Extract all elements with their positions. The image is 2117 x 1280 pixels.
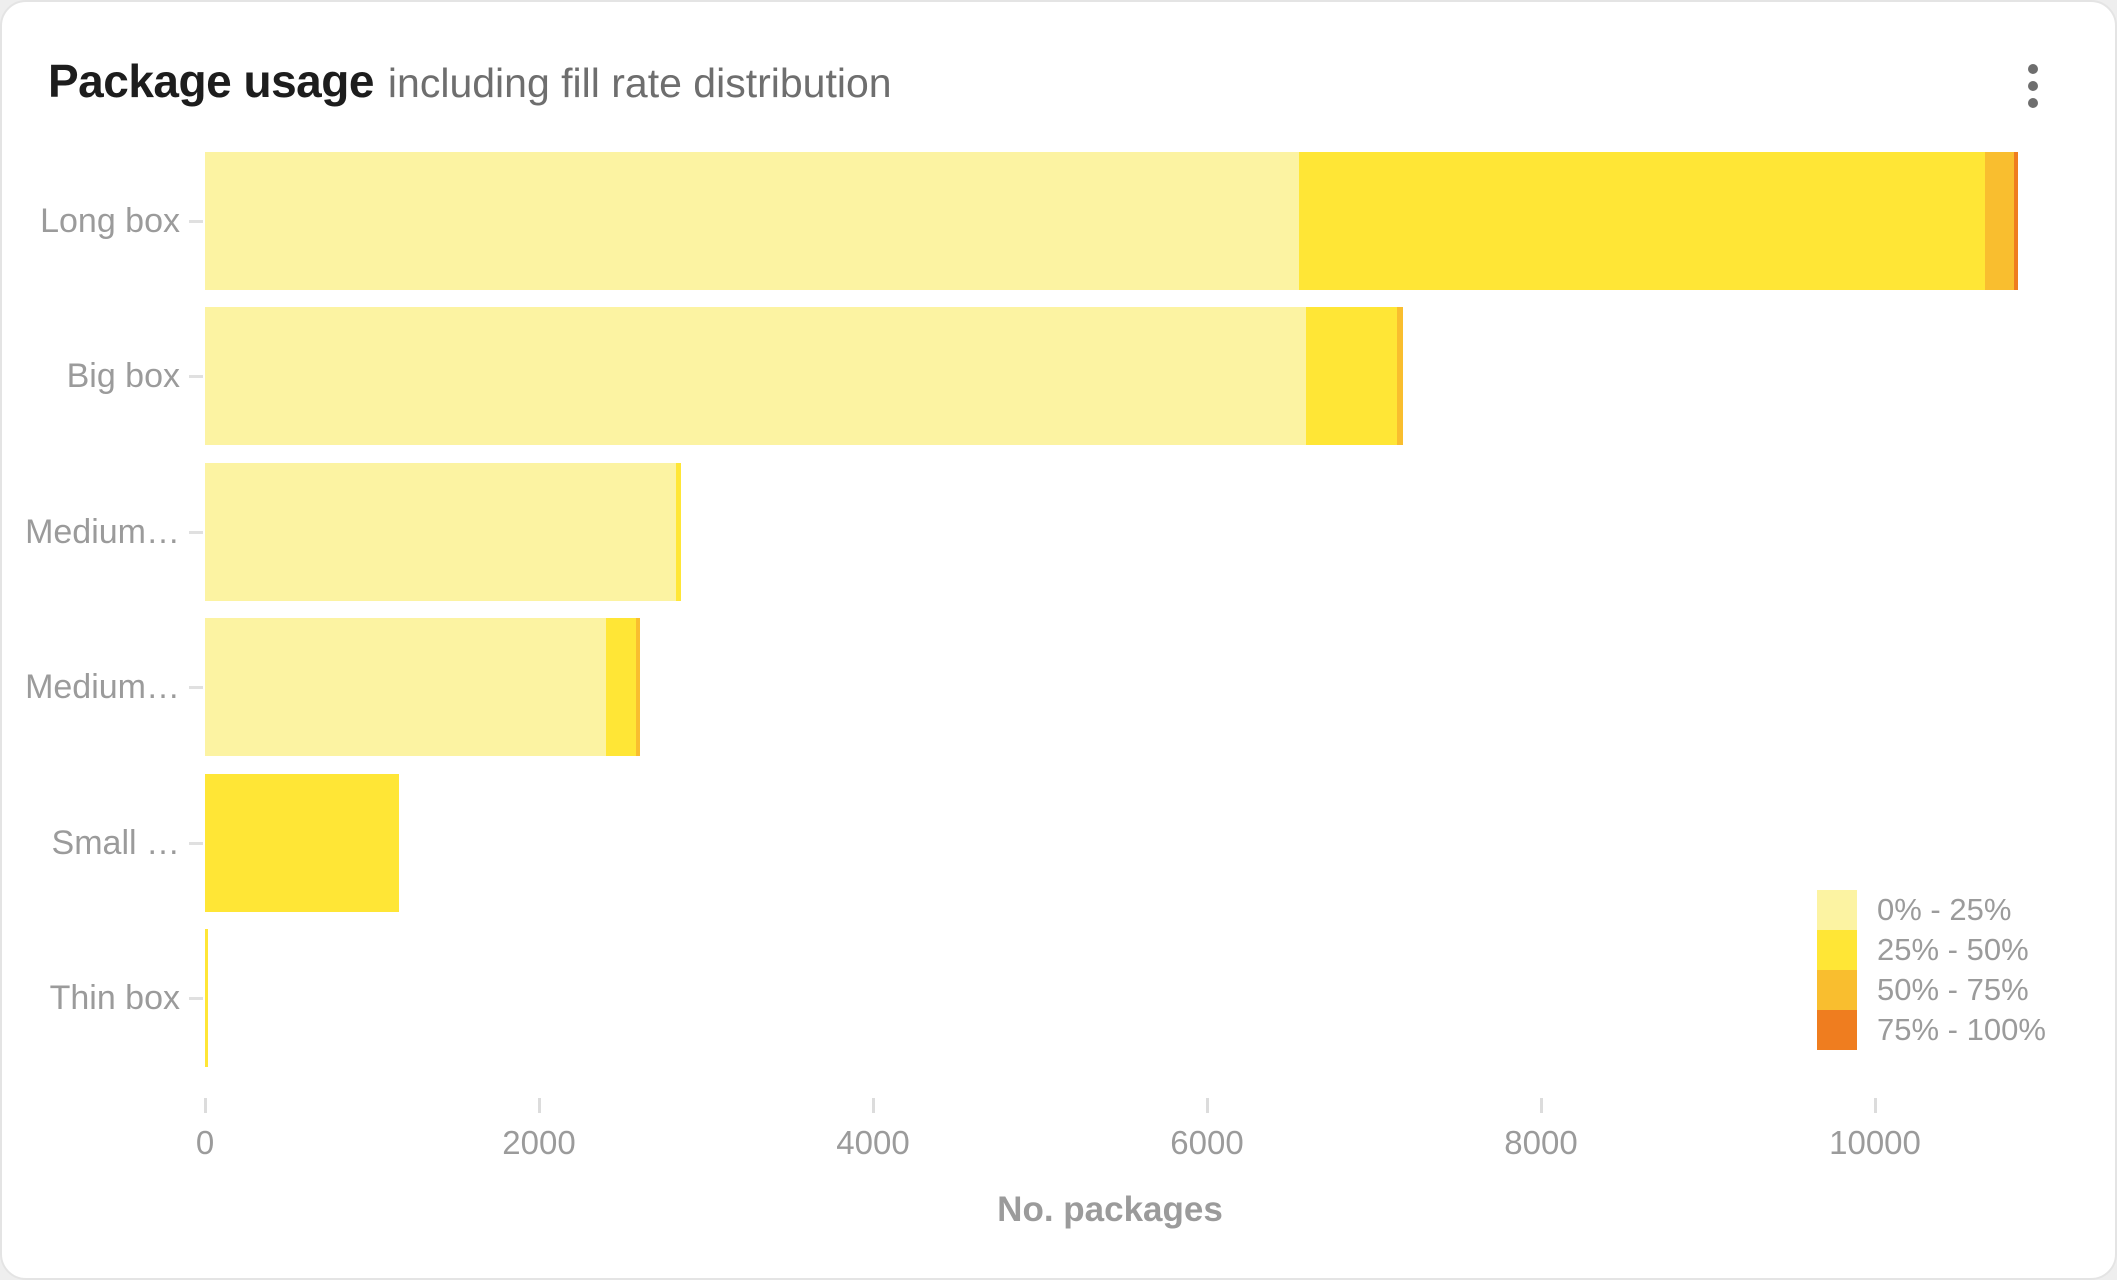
legend-label: 50% - 75%	[1877, 972, 2029, 1007]
bar-segment[interactable]	[205, 463, 676, 601]
x-axis-tick	[1874, 1098, 1877, 1113]
bar-segment[interactable]	[1985, 152, 2014, 290]
y-axis-category-label: Thin box	[49, 979, 180, 1017]
x-axis-tick-label: 4000	[836, 1124, 910, 1161]
kebab-dot	[2028, 98, 2038, 108]
bar-row[interactable]	[205, 307, 1404, 445]
y-axis-tick	[189, 220, 203, 223]
legend-label: 0% - 25%	[1877, 892, 2012, 927]
y-axis-category-label: Long box	[40, 202, 180, 240]
bar-segment[interactable]	[1298, 152, 1986, 290]
bar-row[interactable]	[205, 774, 399, 912]
bar-segment[interactable]	[205, 774, 399, 912]
bar-segment[interactable]	[205, 152, 1299, 290]
x-axis-title: No. packages	[997, 1190, 1223, 1229]
card-header: Package usage including fill rate distrib…	[48, 54, 892, 108]
bar-row[interactable]	[205, 929, 209, 1067]
x-axis-tick	[538, 1098, 541, 1113]
legend-swatch	[1817, 1010, 1857, 1050]
x-axis-tick-label: 8000	[1504, 1124, 1578, 1161]
x-axis-tick	[872, 1098, 875, 1113]
x-axis-tick	[1540, 1098, 1543, 1113]
bar-segment[interactable]	[205, 618, 606, 756]
bar-row[interactable]	[205, 152, 2018, 290]
y-axis-tick	[189, 375, 203, 378]
bar-segment[interactable]	[1305, 307, 1397, 445]
x-axis-tick-label: 6000	[1170, 1124, 1244, 1161]
page-subtitle: including fill rate distribution	[387, 60, 892, 106]
y-axis-tick	[189, 686, 203, 689]
y-axis-category-label: Medium…	[25, 668, 180, 706]
y-axis-tick	[189, 997, 203, 1000]
bar-segment[interactable]	[605, 618, 636, 756]
y-axis-category-label: Big box	[66, 357, 180, 395]
kebab-menu-icon[interactable]	[2005, 50, 2061, 122]
bar-segment[interactable]	[1396, 307, 1404, 445]
bar-segment[interactable]	[675, 463, 681, 601]
legend-label: 75% - 100%	[1877, 1012, 2046, 1047]
legend-swatch	[1817, 930, 1857, 970]
y-axis-category-label: Small …	[51, 824, 180, 862]
y-axis-tick	[189, 531, 203, 534]
y-axis-tick	[189, 842, 203, 845]
bar-segment[interactable]	[2013, 152, 2018, 290]
kebab-dot	[2028, 81, 2038, 91]
kebab-dot	[2028, 64, 2038, 74]
legend-swatch	[1817, 970, 1857, 1010]
bar-row[interactable]	[205, 618, 641, 756]
x-axis-tick	[204, 1098, 207, 1113]
page-title: Package usage	[48, 55, 374, 107]
legend-swatch	[1817, 890, 1857, 930]
bar-segment[interactable]	[205, 307, 1306, 445]
y-axis-category-label: Medium…	[25, 513, 180, 551]
x-axis-tick-label: 2000	[502, 1124, 576, 1161]
bar-segment[interactable]	[205, 929, 209, 1067]
x-axis-tick-label: 10000	[1829, 1124, 1921, 1161]
x-axis-tick-label: 0	[195, 1124, 215, 1161]
bar-row[interactable]	[205, 463, 681, 601]
legend-label: 25% - 50%	[1877, 932, 2029, 967]
bar-segment[interactable]	[635, 618, 641, 756]
x-axis-tick	[1206, 1098, 1209, 1113]
